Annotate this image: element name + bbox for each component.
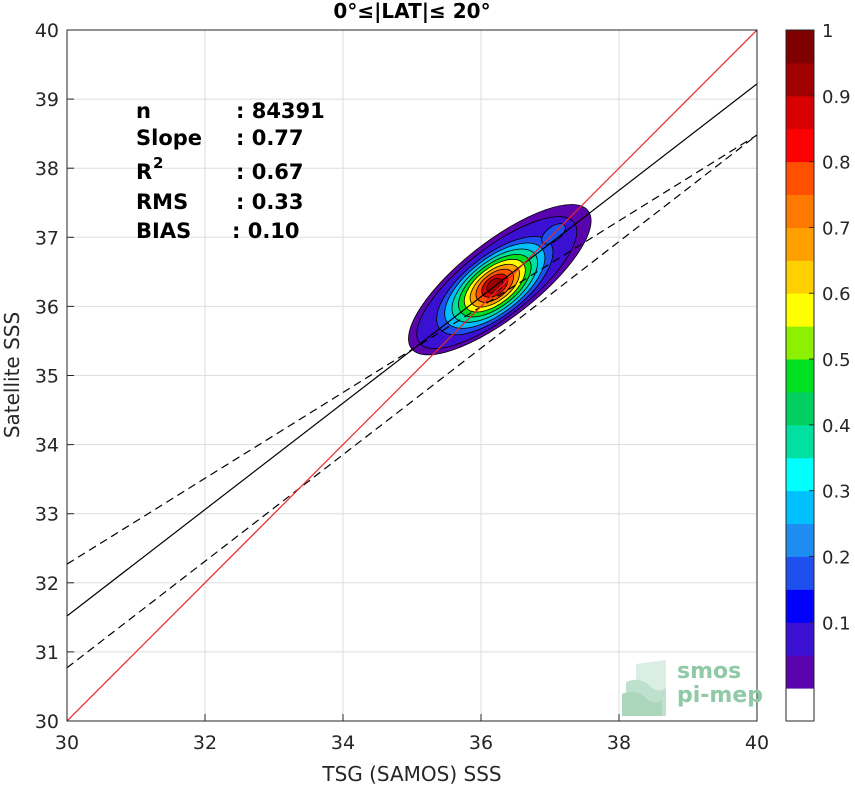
colorbar-segment — [786, 424, 814, 459]
y-tick-label: 37 — [35, 227, 59, 249]
x-axis: 30 32 34 36 38 40 — [55, 714, 769, 754]
y-tick-label: 39 — [35, 89, 59, 111]
x-tick-label: 34 — [331, 732, 355, 754]
logo-line2: pi-mep — [677, 683, 763, 708]
grid — [67, 30, 757, 721]
y-tick-label: 36 — [35, 296, 59, 318]
colorbar-tick-label: 0.6 — [822, 284, 851, 305]
stat-label-superscript: 2 — [153, 154, 163, 172]
colorbar-segment — [786, 62, 814, 97]
colorbar-segment — [786, 161, 814, 196]
stat-label: n — [136, 99, 151, 123]
y-tick-label: 34 — [35, 435, 59, 457]
y-tick-label: 33 — [35, 504, 59, 526]
stat-value: : 84391 — [236, 99, 325, 123]
colorbar-tick-label: 0.9 — [822, 87, 851, 108]
chart-title: 0°≤|LAT|≤ 20° — [333, 0, 490, 23]
reference-lines — [67, 30, 757, 721]
stat-value: : 0.10 — [232, 219, 300, 243]
logo-line1: smos — [677, 659, 741, 684]
logo-wave-icon — [622, 660, 666, 716]
colorbar-tick-label: 0.7 — [822, 218, 851, 239]
x-tick-label: 40 — [745, 732, 769, 754]
x-tick-label: 30 — [55, 732, 79, 754]
colorbar-segment — [786, 391, 814, 426]
colorbar-segment — [786, 227, 814, 261]
colorbar-tick-label: 0.1 — [822, 613, 851, 634]
colorbar-segment — [786, 128, 814, 163]
identity-line — [67, 30, 757, 721]
colorbar-tick-label: 0.2 — [822, 547, 851, 568]
y-axis-label: Satellite SSS — [0, 312, 24, 438]
lower-bound-line — [67, 134, 757, 669]
y-tick-label: 35 — [35, 366, 59, 388]
colorbar-segment — [786, 655, 814, 689]
colorbar-segment — [786, 260, 814, 294]
y-tick-label: 32 — [35, 573, 59, 595]
colorbar: 0.1 0.2 0.3 0.4 0.5 0.6 0.7 0.8 0.9 1 — [785, 21, 851, 722]
colorbar-segment — [786, 556, 814, 590]
colorbar-segment — [786, 622, 814, 656]
stat-label: BIAS — [136, 219, 191, 243]
stat-label: RMS — [136, 190, 188, 214]
colorbar-segment — [786, 457, 814, 492]
colorbar-segment — [786, 326, 814, 360]
x-tick-label: 32 — [193, 732, 217, 754]
colorbar-tick-label: 0.3 — [822, 482, 851, 503]
y-tick-label: 31 — [35, 642, 59, 664]
colorbar-segment — [786, 359, 814, 393]
colorbar-segment — [786, 589, 814, 623]
y-axis: 30 31 32 33 34 35 36 37 38 39 40 — [35, 20, 74, 733]
colorbar-segment — [786, 523, 814, 557]
x-axis-label: TSG (SAMOS) SSS — [321, 762, 501, 786]
colorbar-frame — [785, 29, 815, 722]
stat-value: : 0.33 — [236, 190, 304, 214]
colorbar-tick-label: 0.8 — [822, 153, 851, 174]
colorbar-tick-label: 1 — [822, 21, 833, 42]
upper-bound-line — [67, 134, 757, 565]
smos-pimep-logo: smos pi-mep — [622, 659, 763, 716]
x-tick-label: 36 — [469, 732, 493, 754]
y-tick-label: 38 — [35, 158, 59, 180]
colorbar-segment — [786, 194, 814, 228]
stat-label: Slope — [136, 126, 202, 150]
y-tick-label: 40 — [35, 20, 59, 42]
stat-value: : 0.77 — [236, 126, 304, 150]
colorbar-segment — [786, 30, 814, 64]
colorbar-segment — [786, 688, 814, 722]
colorbar-segment — [786, 293, 814, 327]
stats-box: n : 84391 Slope : 0.77 R 2 : 0.67 RMS : 0.33 BIAS… — [136, 99, 325, 243]
colorbar-tick-label: 0.5 — [822, 350, 851, 371]
colorbar-segment — [786, 490, 814, 525]
y-tick-label: 30 — [35, 711, 59, 733]
colorbar-tick-label: 0.4 — [822, 416, 851, 437]
stat-value: : 0.67 — [236, 160, 304, 184]
x-tick-label: 38 — [607, 732, 631, 754]
colorbar-segment — [786, 95, 814, 130]
stat-label: R — [136, 160, 152, 184]
